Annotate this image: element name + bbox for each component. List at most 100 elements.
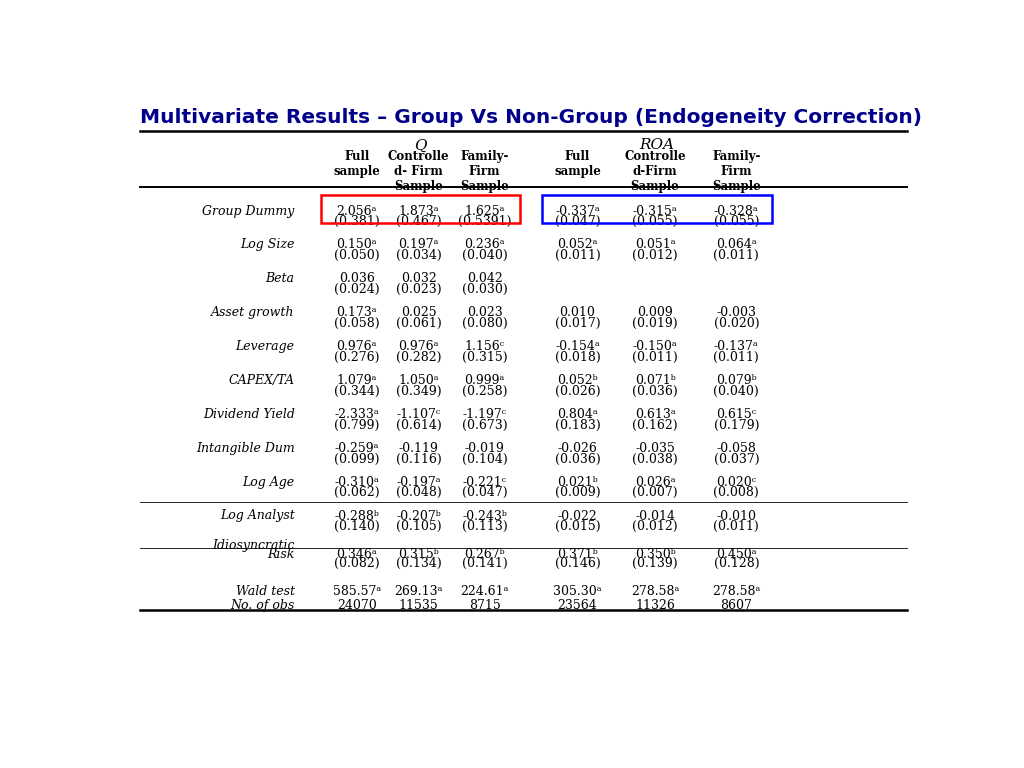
Text: Multivariate Results – Group Vs Non-Group (Endogeneity Correction): Multivariate Results – Group Vs Non-Grou… <box>139 108 922 127</box>
Text: 0.804ᵃ: 0.804ᵃ <box>557 408 598 421</box>
Text: -0.315ᵃ: -0.315ᵃ <box>633 204 677 217</box>
Text: 0.450ᵃ: 0.450ᵃ <box>716 548 757 561</box>
Text: -0.328ᵃ: -0.328ᵃ <box>714 204 759 217</box>
Text: Controlle
d-Firm
Sample: Controlle d-Firm Sample <box>625 150 686 193</box>
Text: (0.026): (0.026) <box>555 385 600 398</box>
Text: 1.625ᵃ: 1.625ᵃ <box>464 204 505 217</box>
Text: (0.011): (0.011) <box>714 520 759 533</box>
Text: (0.017): (0.017) <box>555 317 600 330</box>
Text: (0.038): (0.038) <box>632 452 678 465</box>
Text: (0.614): (0.614) <box>395 419 441 432</box>
Text: (0.062): (0.062) <box>334 486 380 499</box>
Text: (0.146): (0.146) <box>555 558 600 570</box>
Text: (0.036): (0.036) <box>632 385 678 398</box>
Text: 0.052ᵃ: 0.052ᵃ <box>557 238 598 251</box>
Text: (0.467): (0.467) <box>396 215 441 228</box>
Text: (0.105): (0.105) <box>396 520 441 533</box>
Text: (0.315): (0.315) <box>462 351 507 364</box>
Text: -0.022: -0.022 <box>558 509 597 522</box>
Text: -2.333ᵃ: -2.333ᵃ <box>334 408 379 421</box>
Text: 0.267ᵇ: 0.267ᵇ <box>464 548 505 561</box>
Text: 0.346ᵃ: 0.346ᵃ <box>336 548 377 561</box>
Text: 224.61ᵃ: 224.61ᵃ <box>460 585 509 598</box>
Text: -0.035: -0.035 <box>635 442 675 455</box>
Text: 585.57ᵃ: 585.57ᵃ <box>333 585 381 598</box>
Text: (0.024): (0.024) <box>334 283 380 296</box>
Text: 0.020ᶜ: 0.020ᶜ <box>717 475 757 488</box>
Text: -0.026: -0.026 <box>557 442 597 455</box>
Text: (0.116): (0.116) <box>395 452 441 465</box>
Text: (0.011): (0.011) <box>632 351 678 364</box>
Text: -0.207ᵇ: -0.207ᵇ <box>396 509 441 522</box>
Text: Log Size: Log Size <box>241 238 295 251</box>
Text: Family-
Firm
Sample: Family- Firm Sample <box>712 150 761 193</box>
Text: (0.037): (0.037) <box>714 452 759 465</box>
Text: 0.079ᵇ: 0.079ᵇ <box>716 374 757 387</box>
Text: (0.058): (0.058) <box>334 317 380 330</box>
Text: (0.034): (0.034) <box>395 250 441 262</box>
Text: 0.021ᵇ: 0.021ᵇ <box>557 475 598 488</box>
Text: (0.040): (0.040) <box>462 250 507 262</box>
Text: Full
sample: Full sample <box>333 150 380 178</box>
Text: 0.036: 0.036 <box>339 273 375 286</box>
Text: 11326: 11326 <box>635 599 675 612</box>
Text: (0.080): (0.080) <box>462 317 507 330</box>
Text: 24070: 24070 <box>337 599 377 612</box>
Text: Wald test: Wald test <box>236 585 295 598</box>
Text: -0.310ᵃ: -0.310ᵃ <box>334 475 379 488</box>
Text: 1.050ᵃ: 1.050ᵃ <box>398 374 439 387</box>
Text: (0.019): (0.019) <box>632 317 678 330</box>
Text: (0.139): (0.139) <box>632 558 678 570</box>
Text: Log Age: Log Age <box>243 475 295 488</box>
Text: (0.048): (0.048) <box>395 486 441 499</box>
Text: -0.288ᵇ: -0.288ᵇ <box>334 509 379 522</box>
Text: -1.197ᶜ: -1.197ᶜ <box>463 408 507 421</box>
Text: (0.055): (0.055) <box>714 215 759 228</box>
Text: Family-
Firm
Sample: Family- Firm Sample <box>460 150 509 193</box>
Text: 2.056ᵃ: 2.056ᵃ <box>336 204 377 217</box>
Text: -0.259ᵃ: -0.259ᵃ <box>335 442 379 455</box>
Bar <box>321 195 520 223</box>
Text: (0.673): (0.673) <box>462 419 507 432</box>
Text: 0.052ᵇ: 0.052ᵇ <box>557 374 598 387</box>
Text: -0.154ᵃ: -0.154ᵃ <box>555 340 600 353</box>
Text: 0.613ᵃ: 0.613ᵃ <box>635 408 676 421</box>
Text: (0.007): (0.007) <box>632 486 678 499</box>
Text: Dividend Yield: Dividend Yield <box>203 408 295 421</box>
Text: Q: Q <box>415 138 427 152</box>
Text: (0.015): (0.015) <box>555 520 600 533</box>
Text: (0.011): (0.011) <box>714 250 759 262</box>
Text: Group Dummy: Group Dummy <box>203 204 295 217</box>
Text: 269.13ᵃ: 269.13ᵃ <box>394 585 442 598</box>
Text: No. of obs: No. of obs <box>230 599 295 612</box>
Text: (0.008): (0.008) <box>714 486 759 499</box>
Text: 0.976ᵃ: 0.976ᵃ <box>398 340 439 353</box>
Text: -0.150ᵃ: -0.150ᵃ <box>633 340 677 353</box>
Text: (0.040): (0.040) <box>714 385 759 398</box>
Text: (0.047): (0.047) <box>462 486 507 499</box>
Text: (0.020): (0.020) <box>714 317 759 330</box>
Text: -0.197ᵃ: -0.197ᵃ <box>396 475 441 488</box>
Text: (0.349): (0.349) <box>396 385 441 398</box>
Text: (0.282): (0.282) <box>396 351 441 364</box>
Text: (0.179): (0.179) <box>714 419 759 432</box>
Text: 8715: 8715 <box>469 599 501 612</box>
Text: 0.350ᵇ: 0.350ᵇ <box>635 548 676 561</box>
Text: -0.137ᵃ: -0.137ᵃ <box>714 340 759 353</box>
Text: ROA: ROA <box>639 138 675 152</box>
Text: 0.615ᶜ: 0.615ᶜ <box>717 408 757 421</box>
Text: 278.58ᵃ: 278.58ᵃ <box>712 585 761 598</box>
Text: (0.099): (0.099) <box>334 452 379 465</box>
Text: 0.010: 0.010 <box>559 306 595 319</box>
Text: 0.026ᵃ: 0.026ᵃ <box>635 475 675 488</box>
Text: (0.140): (0.140) <box>334 520 380 533</box>
Text: (0.258): (0.258) <box>462 385 507 398</box>
Text: -0.337ᵃ: -0.337ᵃ <box>555 204 600 217</box>
Text: 0.197ᵃ: 0.197ᵃ <box>398 238 439 251</box>
Text: 0.999ᵃ: 0.999ᵃ <box>464 374 505 387</box>
Text: (0.009): (0.009) <box>555 486 600 499</box>
Text: -0.119: -0.119 <box>398 442 438 455</box>
Text: Full
sample: Full sample <box>554 150 601 178</box>
Text: (0.018): (0.018) <box>555 351 600 364</box>
Text: (0.082): (0.082) <box>334 558 380 570</box>
